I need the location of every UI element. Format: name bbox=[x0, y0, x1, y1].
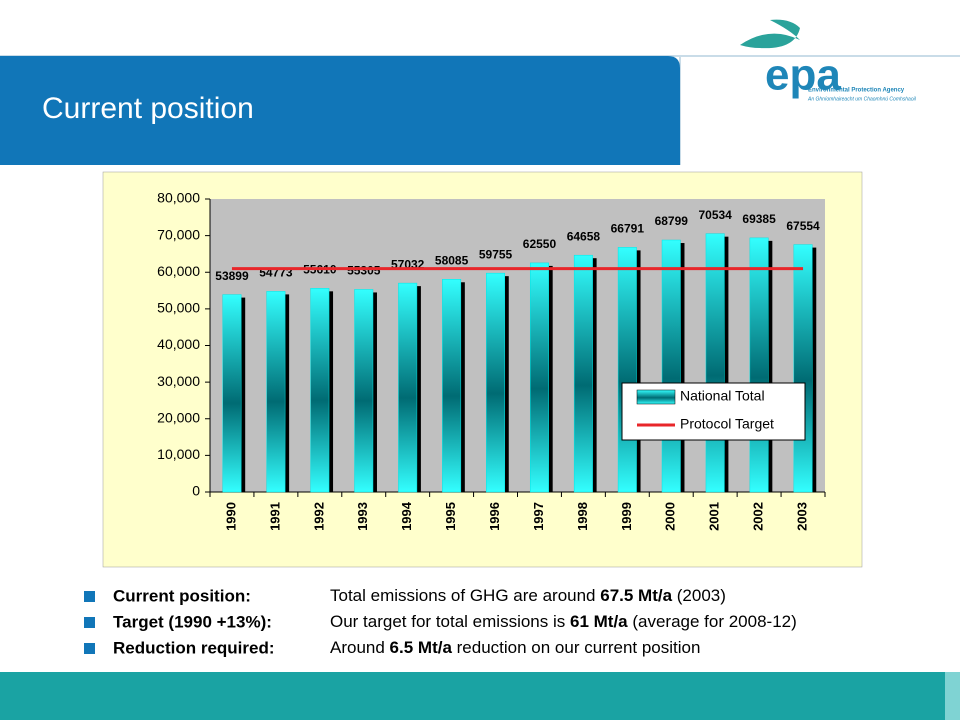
bar bbox=[573, 254, 593, 493]
bar bbox=[310, 288, 330, 493]
legend-swatch bbox=[636, 389, 676, 405]
logo: epa Environmental Protection Agency An G… bbox=[740, 19, 917, 102]
data-label: 62550 bbox=[523, 237, 557, 251]
bullet-label: Reduction required: bbox=[113, 638, 275, 657]
bar bbox=[661, 239, 681, 493]
footer-band bbox=[0, 672, 960, 720]
bullet-text-part: Around bbox=[330, 638, 390, 657]
chart: 0 10,000 20,000 30,000 40,000 50,000 60,000 70,… bbox=[157, 190, 826, 531]
bar bbox=[222, 294, 242, 493]
data-label: 55305 bbox=[347, 264, 381, 278]
bullet-text: Our target for total emissions is 61 Mt/… bbox=[330, 612, 797, 631]
bullet-marker bbox=[84, 643, 95, 654]
logo-swoosh bbox=[740, 19, 800, 49]
x-tick-label: 1994 bbox=[399, 501, 414, 531]
x-tick-label: 2002 bbox=[751, 502, 766, 531]
bar bbox=[398, 282, 418, 493]
x-tick-label: 1996 bbox=[487, 502, 502, 531]
bar bbox=[354, 289, 374, 493]
slide-title: Current position bbox=[42, 92, 254, 125]
bullet-text: Total emissions of GHG are around 67.5 M… bbox=[330, 586, 726, 605]
data-label: 58085 bbox=[435, 253, 469, 267]
y-tick-label: 60,000 bbox=[157, 263, 200, 279]
footer-accent bbox=[945, 672, 960, 720]
bullet-text-part: 61 Mt/a bbox=[570, 612, 628, 631]
x-tick-label: 1995 bbox=[443, 502, 458, 531]
x-tick-label: 1998 bbox=[575, 502, 590, 531]
bullet-text-part: (average for 2008-12) bbox=[628, 612, 797, 631]
x-tick-label: 1990 bbox=[223, 502, 238, 531]
bullet-text: Around 6.5 Mt/a reduction on our current… bbox=[330, 638, 700, 657]
x-tick-label: 2001 bbox=[707, 502, 722, 531]
x-tick-label: 1993 bbox=[355, 502, 370, 531]
y-tick-label: 20,000 bbox=[157, 409, 200, 425]
data-label: 53899 bbox=[215, 269, 249, 283]
bullet-text-part: Our target for total emissions is bbox=[330, 612, 570, 631]
y-tick-label: 30,000 bbox=[157, 373, 200, 389]
y-tick-label: 0 bbox=[192, 483, 200, 499]
logo-line2: An Ghníomhaireacht um Chaomhnú Comhshaoi… bbox=[807, 96, 917, 102]
bullet-text-part: (2003) bbox=[672, 586, 726, 605]
plot-area bbox=[210, 199, 825, 492]
bullet-text-part: reduction on our current position bbox=[452, 638, 701, 657]
y-tick-label: 10,000 bbox=[157, 446, 200, 462]
bullets: Current position: Total emissions of GHG … bbox=[84, 586, 797, 657]
x-tick-label: 2000 bbox=[663, 502, 678, 531]
logo-line1: Environmental Protection Agency bbox=[808, 88, 905, 94]
data-label: 64658 bbox=[567, 229, 601, 243]
title-banner bbox=[0, 56, 680, 165]
data-label: 70534 bbox=[698, 208, 732, 222]
bar bbox=[749, 237, 769, 493]
x-tick-label: 1992 bbox=[311, 502, 326, 531]
bar bbox=[793, 244, 813, 493]
bar bbox=[486, 272, 506, 493]
x-tick-label: 1991 bbox=[267, 502, 282, 531]
y-tick-label: 50,000 bbox=[157, 300, 200, 316]
data-label: 59755 bbox=[479, 247, 513, 261]
logo-name: epa bbox=[765, 51, 841, 100]
y-tick-label: 80,000 bbox=[157, 190, 200, 206]
bar bbox=[266, 291, 286, 493]
bullet-marker bbox=[84, 617, 95, 628]
bullet-label: Current position: bbox=[113, 586, 251, 605]
data-label: 68799 bbox=[655, 214, 689, 228]
y-tick-label: 40,000 bbox=[157, 336, 200, 352]
bullet-marker bbox=[84, 591, 95, 602]
bullet-label: Target (1990 +13%): bbox=[113, 612, 272, 631]
bar bbox=[529, 262, 549, 493]
data-label: 67554 bbox=[786, 219, 820, 233]
bar bbox=[442, 279, 462, 493]
bullet-text-part: 6.5 Mt/a bbox=[390, 638, 453, 657]
data-label: 69385 bbox=[742, 212, 776, 226]
x-tick-label: 1997 bbox=[531, 502, 546, 531]
y-tick-label: 70,000 bbox=[157, 226, 200, 242]
bullet-text-part: 67.5 Mt/a bbox=[600, 586, 672, 605]
bar bbox=[705, 233, 725, 493]
data-label: 66791 bbox=[611, 222, 645, 236]
x-tick-label: 1999 bbox=[619, 502, 634, 531]
legend-label: Protocol Target bbox=[680, 416, 774, 432]
bullet-text-part: Total emissions of GHG are around bbox=[330, 586, 600, 605]
bar bbox=[617, 247, 637, 493]
x-tick-label: 2003 bbox=[794, 502, 809, 531]
legend-label: National Total bbox=[680, 388, 765, 404]
